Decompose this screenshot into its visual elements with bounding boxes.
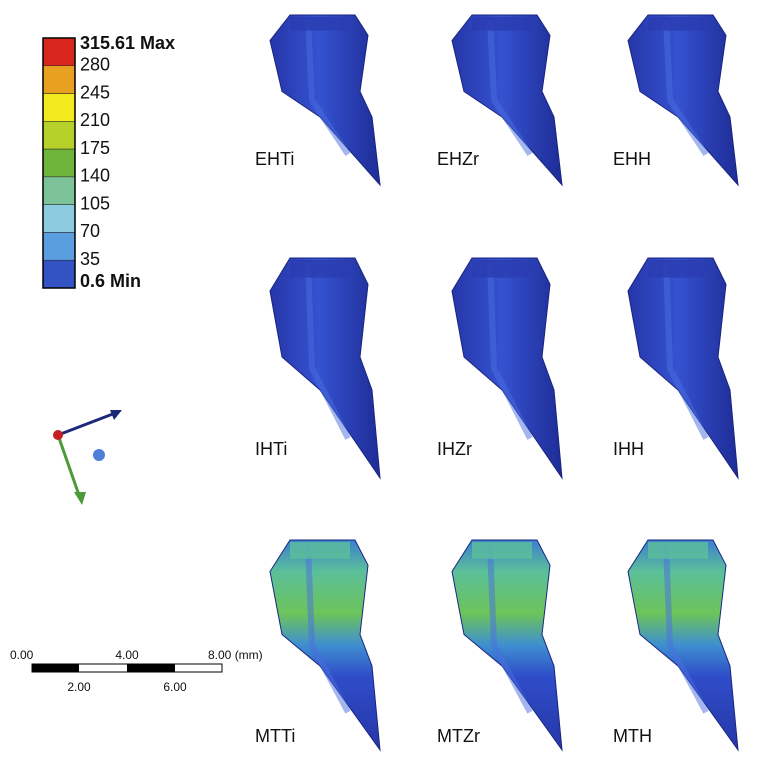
implant-head: [290, 17, 350, 31]
legend-label: 245: [80, 82, 110, 102]
implant-panel: [628, 540, 738, 750]
axis-triad: [53, 410, 122, 505]
implant-head: [648, 542, 708, 559]
legend-label: 35: [80, 249, 100, 269]
legend-band: [43, 232, 75, 260]
implant-head: [648, 17, 708, 31]
legend-label: 315.61 Max: [80, 33, 175, 53]
implant-head: [472, 542, 532, 559]
legend-band: [43, 66, 75, 94]
legend-label: 0.6 Min: [80, 271, 141, 291]
scale-label: 8.00 (mm): [208, 648, 263, 662]
implant-head: [472, 260, 532, 278]
implant-panel: [628, 258, 738, 478]
panel-label: IHZr: [437, 439, 472, 459]
panel-label: MTTi: [255, 726, 295, 746]
implant: [628, 540, 738, 750]
scale-label: 4.00: [115, 648, 139, 662]
legend-band: [43, 149, 75, 177]
legend-band: [43, 38, 75, 66]
legend-label: 210: [80, 110, 110, 130]
panel-label: EHTi: [255, 149, 294, 169]
figure: 315.61 Max28024521017514010570350.6 Min …: [0, 0, 771, 760]
legend-label: 280: [80, 55, 110, 75]
panel-label: MTH: [613, 726, 652, 746]
panel-label: IHTi: [255, 439, 287, 459]
panel-label: EHH: [613, 149, 651, 169]
scale-label: 6.00: [163, 680, 187, 694]
panel-label: IHH: [613, 439, 644, 459]
scale-bar: 0.00 4.00 8.00 (mm) 2.00 6.00: [10, 648, 263, 694]
legend-band: [43, 205, 75, 233]
legend-label: 140: [80, 166, 110, 186]
panels: EHTi EHZr EHH IHTi IHZr IHH MTTi MTZr MTH: [255, 15, 738, 750]
panel-label: EHZr: [437, 149, 479, 169]
implant-head: [290, 542, 350, 559]
legend-label: 175: [80, 138, 110, 158]
legend-band: [43, 260, 75, 288]
implant-panel: [270, 540, 380, 750]
scale-label: 2.00: [67, 680, 91, 694]
legend-band: [43, 94, 75, 122]
implant-head: [648, 260, 708, 278]
legend-band: [43, 177, 75, 205]
implant-head: [472, 17, 532, 31]
implant-head: [290, 260, 350, 278]
legend-band: [43, 121, 75, 149]
scale-label: 0.00: [10, 648, 34, 662]
implant: [270, 540, 380, 750]
legend-label: 105: [80, 193, 110, 213]
legend-label: 70: [80, 221, 100, 241]
implant: [628, 258, 738, 478]
implant-panel: [452, 540, 562, 750]
panel-label: MTZr: [437, 726, 480, 746]
implant: [452, 540, 562, 750]
